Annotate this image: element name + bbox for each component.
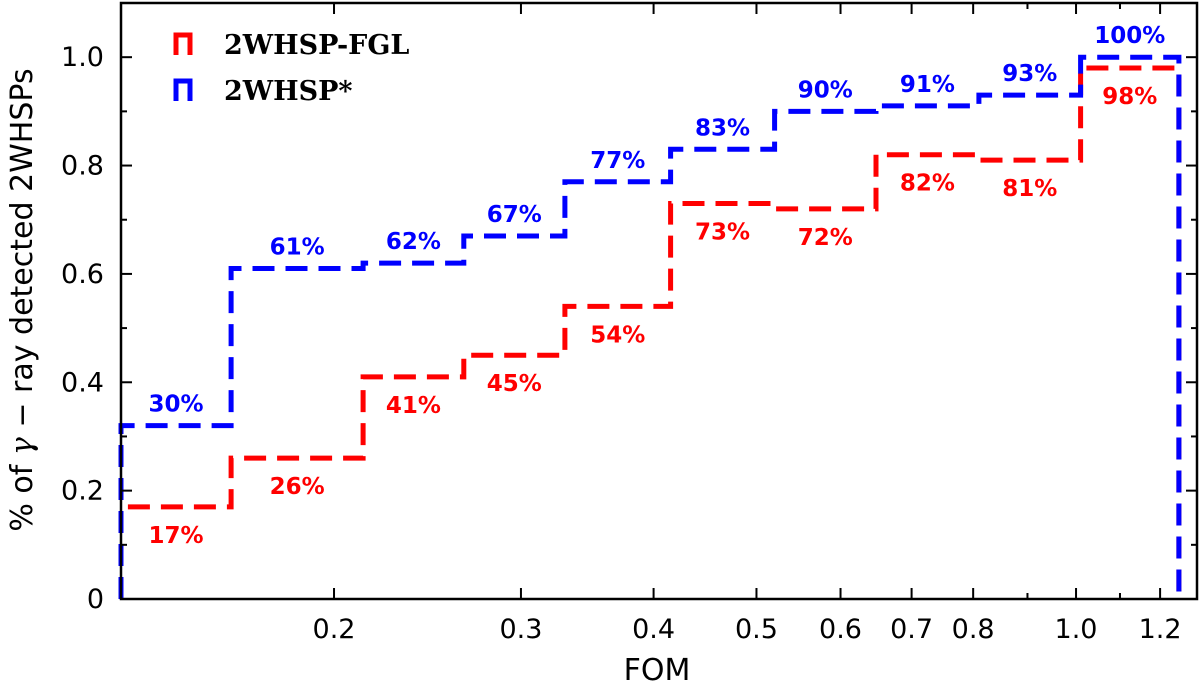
data-label: 81% bbox=[1002, 176, 1057, 202]
data-label: 77% bbox=[590, 148, 645, 174]
data-label: 91% bbox=[900, 72, 955, 98]
data-label: 100% bbox=[1094, 23, 1165, 49]
data-label: 45% bbox=[487, 371, 542, 397]
y-tick-label: 0.2 bbox=[61, 476, 104, 507]
legend: 2WHSP-FGL 2WHSP* bbox=[173, 30, 409, 107]
x-tick-label: 0.4 bbox=[632, 614, 675, 645]
data-label: 61% bbox=[270, 234, 325, 260]
x-tick-label: 1.2 bbox=[1139, 614, 1182, 645]
data-label: 72% bbox=[798, 225, 853, 251]
legend-swatch bbox=[173, 32, 193, 55]
x-tick-label: 1.0 bbox=[1055, 614, 1098, 645]
data-label: 93% bbox=[1002, 61, 1057, 87]
data-label: 82% bbox=[900, 171, 955, 197]
x-tick-label: 0.2 bbox=[313, 614, 356, 645]
plot-frame bbox=[119, 1, 1199, 601]
x-tick-label: 0.7 bbox=[890, 614, 933, 645]
x-tick-label: 0.3 bbox=[499, 614, 542, 645]
plot-lines bbox=[118, 54, 1182, 599]
y-axis-label-gamma: γ bbox=[5, 437, 40, 455]
data-label: 41% bbox=[386, 393, 441, 419]
y-tick-label: 0.4 bbox=[61, 367, 104, 398]
legend-label: 2WHSP-FGL bbox=[224, 30, 409, 61]
y-axis-label-prefix: % of bbox=[5, 455, 40, 532]
y-tick-label: 1.0 bbox=[61, 42, 104, 73]
data-label: 90% bbox=[798, 77, 853, 103]
y-tick-label: 0 bbox=[87, 584, 104, 615]
data-label: 67% bbox=[487, 202, 542, 228]
series-line-1 bbox=[118, 54, 1182, 599]
x-axis-label: FOM bbox=[624, 653, 691, 683]
data-label: 26% bbox=[270, 474, 325, 500]
legend-swatch bbox=[173, 78, 193, 101]
x-tick-label: 0.6 bbox=[819, 614, 862, 645]
data-label: 98% bbox=[1102, 84, 1157, 110]
data-label: 54% bbox=[590, 322, 645, 348]
data-label: 17% bbox=[149, 523, 204, 549]
axis-ticks: 0.2 0.3 0.4 0.5 0.6 0.7 0.8 1.0 1.2 0 0.2 0.4 0.6 0.8… bbox=[61, 3, 1197, 645]
data-label: 73% bbox=[695, 219, 750, 245]
y-tick-label: 0.6 bbox=[61, 259, 104, 290]
y-axis-label: % of γ − ray detected 2WHSPs bbox=[5, 68, 40, 531]
x-tick-label: 0.8 bbox=[952, 614, 995, 645]
legend-label: 2WHSP* bbox=[224, 76, 353, 107]
x-tick-label: 0.5 bbox=[735, 614, 778, 645]
y-tick-label: 0.8 bbox=[61, 151, 104, 182]
series-line-0 bbox=[118, 65, 1182, 599]
data-labels: 17% 26% 41% 45% 54% 73% 72% 82% 81% 98% 30% 61% 62% 6… bbox=[149, 23, 1166, 549]
y-axis-label-suffix: − ray detected 2WHSPs bbox=[5, 68, 40, 437]
data-label: 62% bbox=[386, 229, 441, 255]
data-label: 83% bbox=[695, 115, 750, 141]
data-label: 30% bbox=[149, 392, 204, 418]
